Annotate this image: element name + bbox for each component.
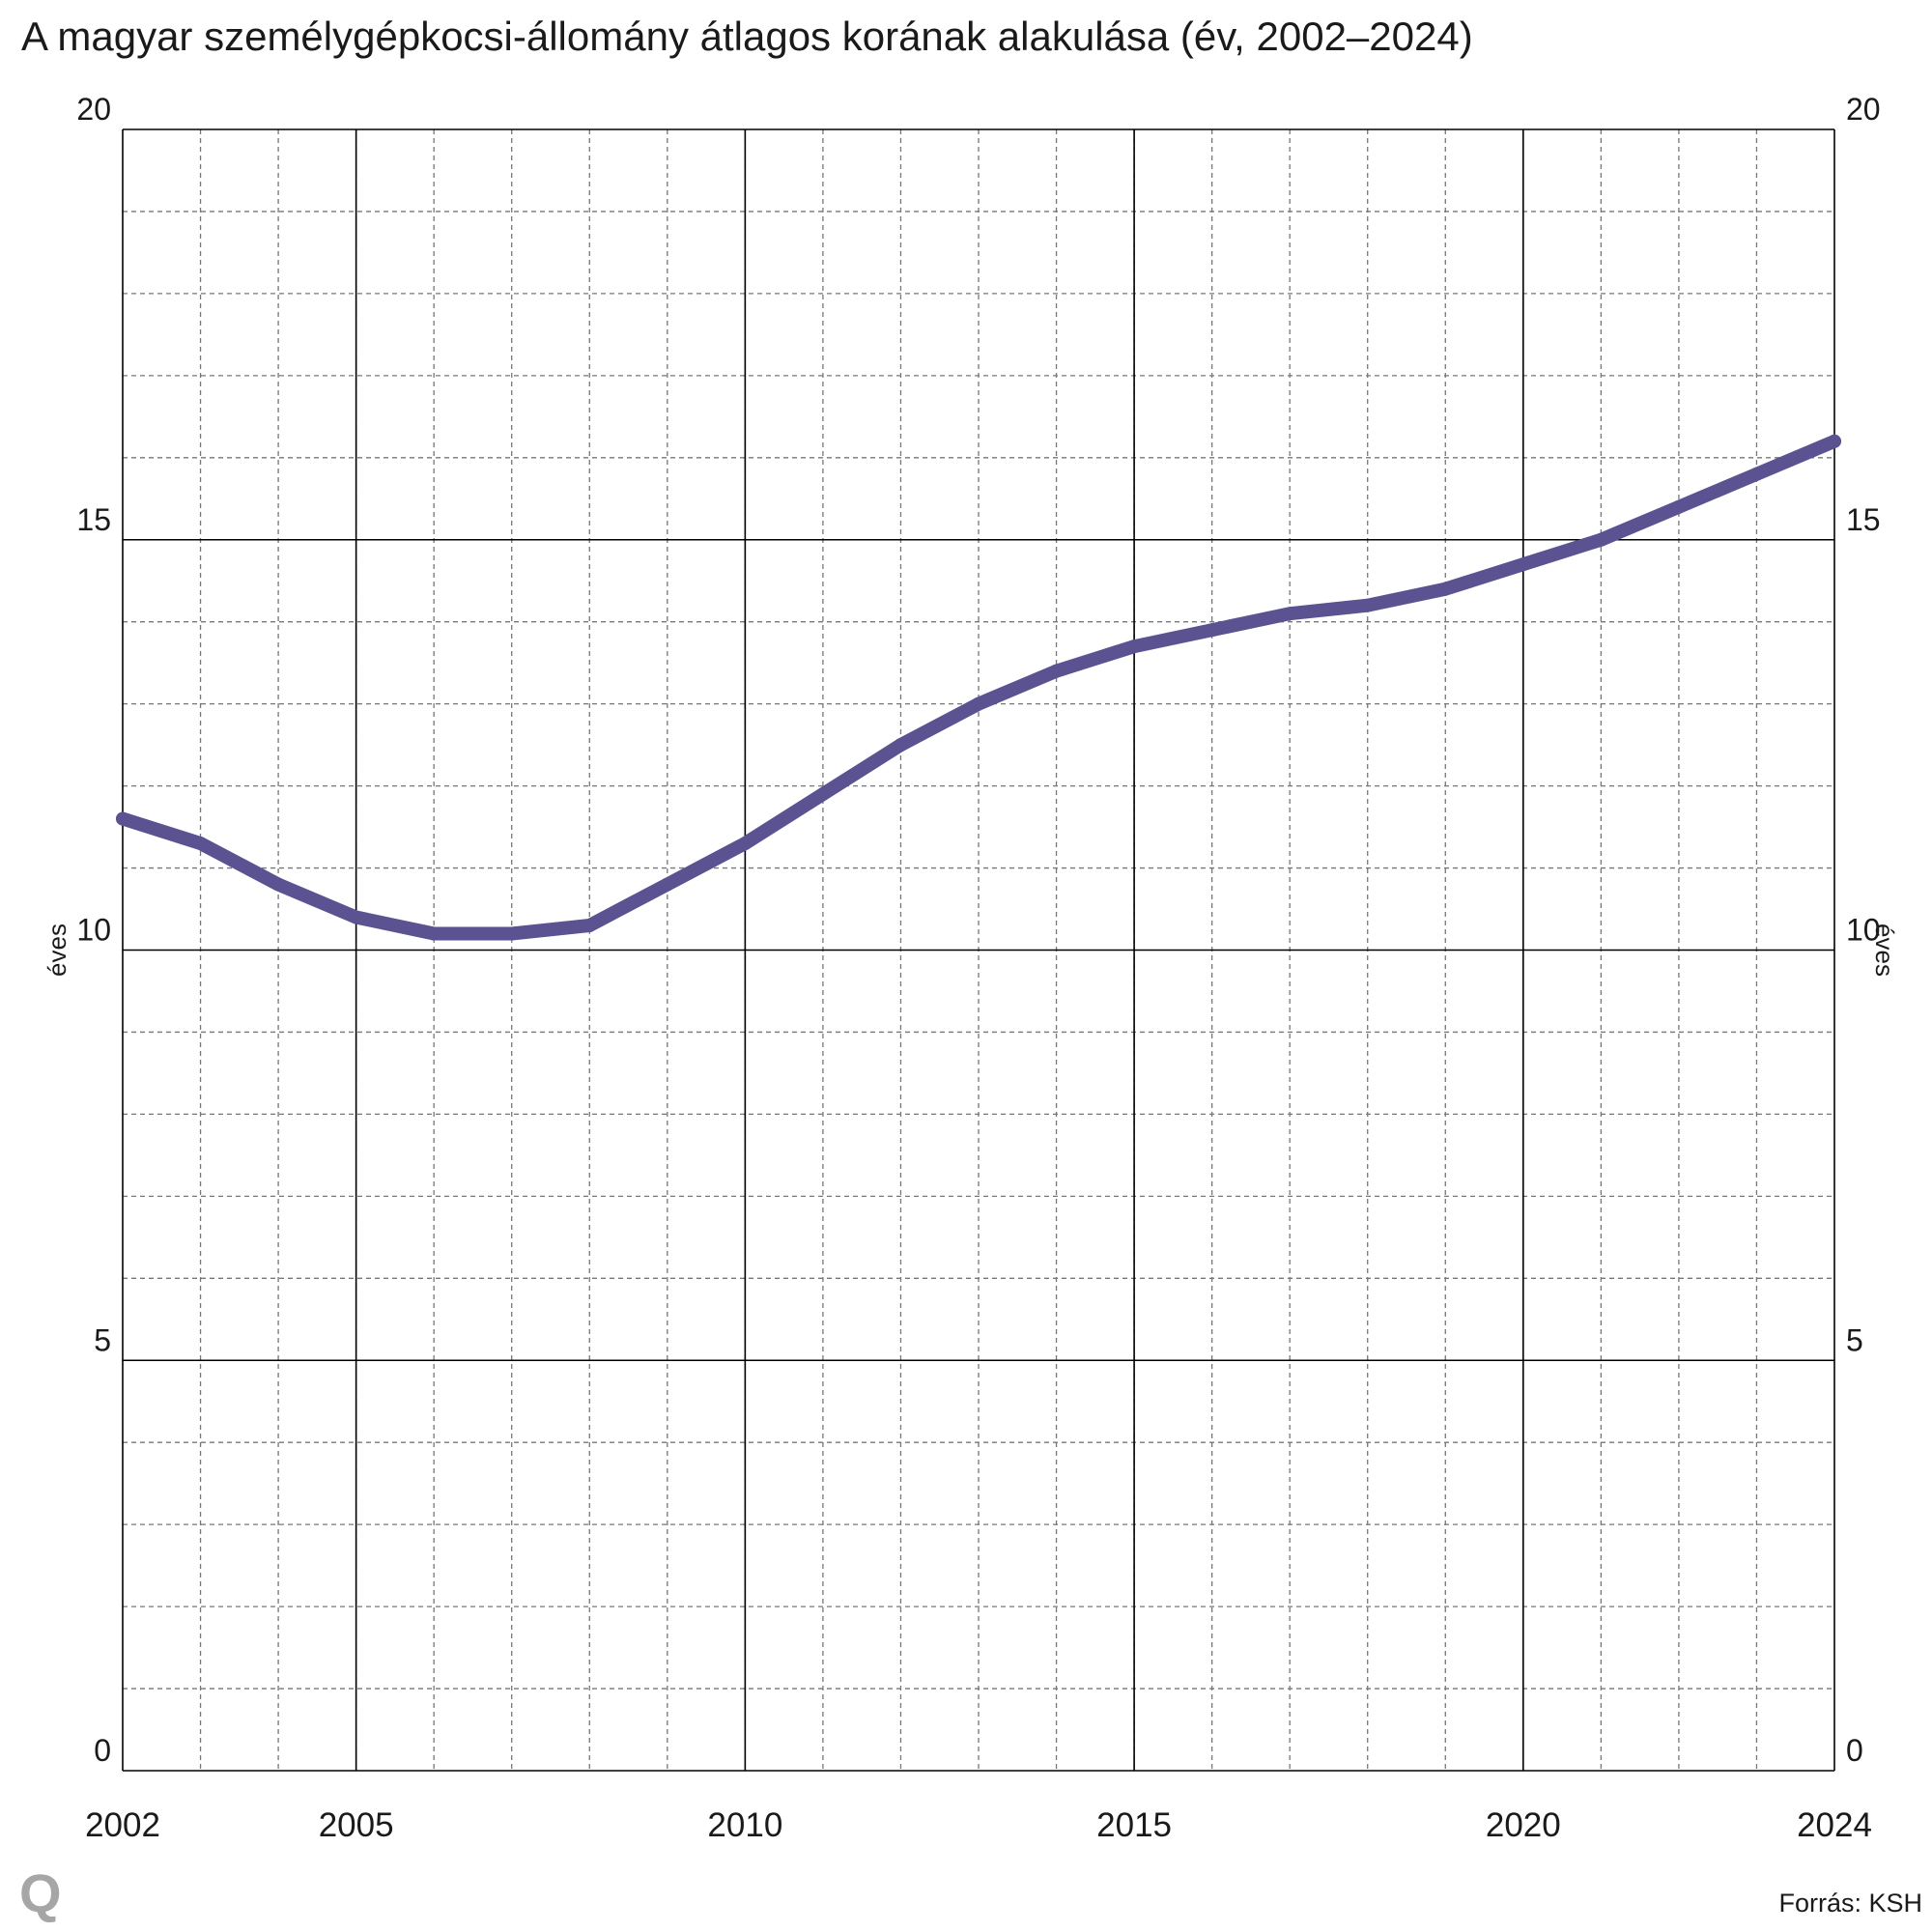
data-point [1127,639,1142,654]
y-tick-label-right: 10 [1846,913,1881,948]
y-tick-label-left: 0 [94,1733,111,1768]
x-tick-label: 2010 [707,1806,782,1844]
y-tick-label-right: 15 [1846,502,1881,537]
data-point [1671,499,1686,514]
x-tick-label: 2005 [319,1806,394,1844]
data-point [1283,607,1297,621]
x-tick-label: 2015 [1096,1806,1172,1844]
data-point [193,837,208,851]
data-point [504,926,519,941]
data-point [116,811,129,826]
series-layer [116,434,1841,941]
x-tick-label: 2024 [1797,1806,1872,1844]
y-tick-label-right: 0 [1846,1733,1863,1768]
y-axis-right-label: éves [1870,923,1899,977]
y-tick-label-left: 10 [76,913,111,948]
data-point [1749,467,1764,481]
y-tick-label-left: 5 [94,1322,111,1357]
x-tick-label: 2020 [1486,1806,1561,1844]
source-note: Forrás: KSH [1778,1889,1922,1918]
y-axis-left: 0 5 10 15 20 [76,92,111,1768]
data-point [1594,532,1608,547]
y-axis-right: 0 5 10 15 20 [1846,92,1881,1768]
data-point [1205,623,1219,638]
data-point [271,877,286,892]
y-tick-label-left: 15 [76,502,111,537]
data-point [894,738,908,753]
data-point [972,696,985,711]
data-point [1438,582,1453,596]
data-point [815,787,830,802]
y-tick-label-right: 5 [1846,1322,1863,1357]
data-point [1049,664,1064,678]
chart-title: A magyar személygépkocsi-állomány átlago… [21,14,1473,59]
major-gridlines [122,128,1835,1772]
data-point [427,926,441,941]
data-point [1828,434,1841,448]
x-axis: 2002 2005 2010 2015 2020 2024 [85,1806,1872,1844]
data-point [582,919,597,933]
y-axis-left-label: éves [43,923,71,977]
data-point [1360,598,1375,612]
brand-logo: Q [19,1862,62,1923]
y-tick-label-right: 20 [1846,92,1881,127]
data-point [349,910,363,924]
data-point [738,837,753,851]
y-tick-label-left: 20 [76,92,111,127]
data-point [1516,557,1530,572]
x-tick-label: 2002 [85,1806,160,1844]
data-point [660,877,674,892]
